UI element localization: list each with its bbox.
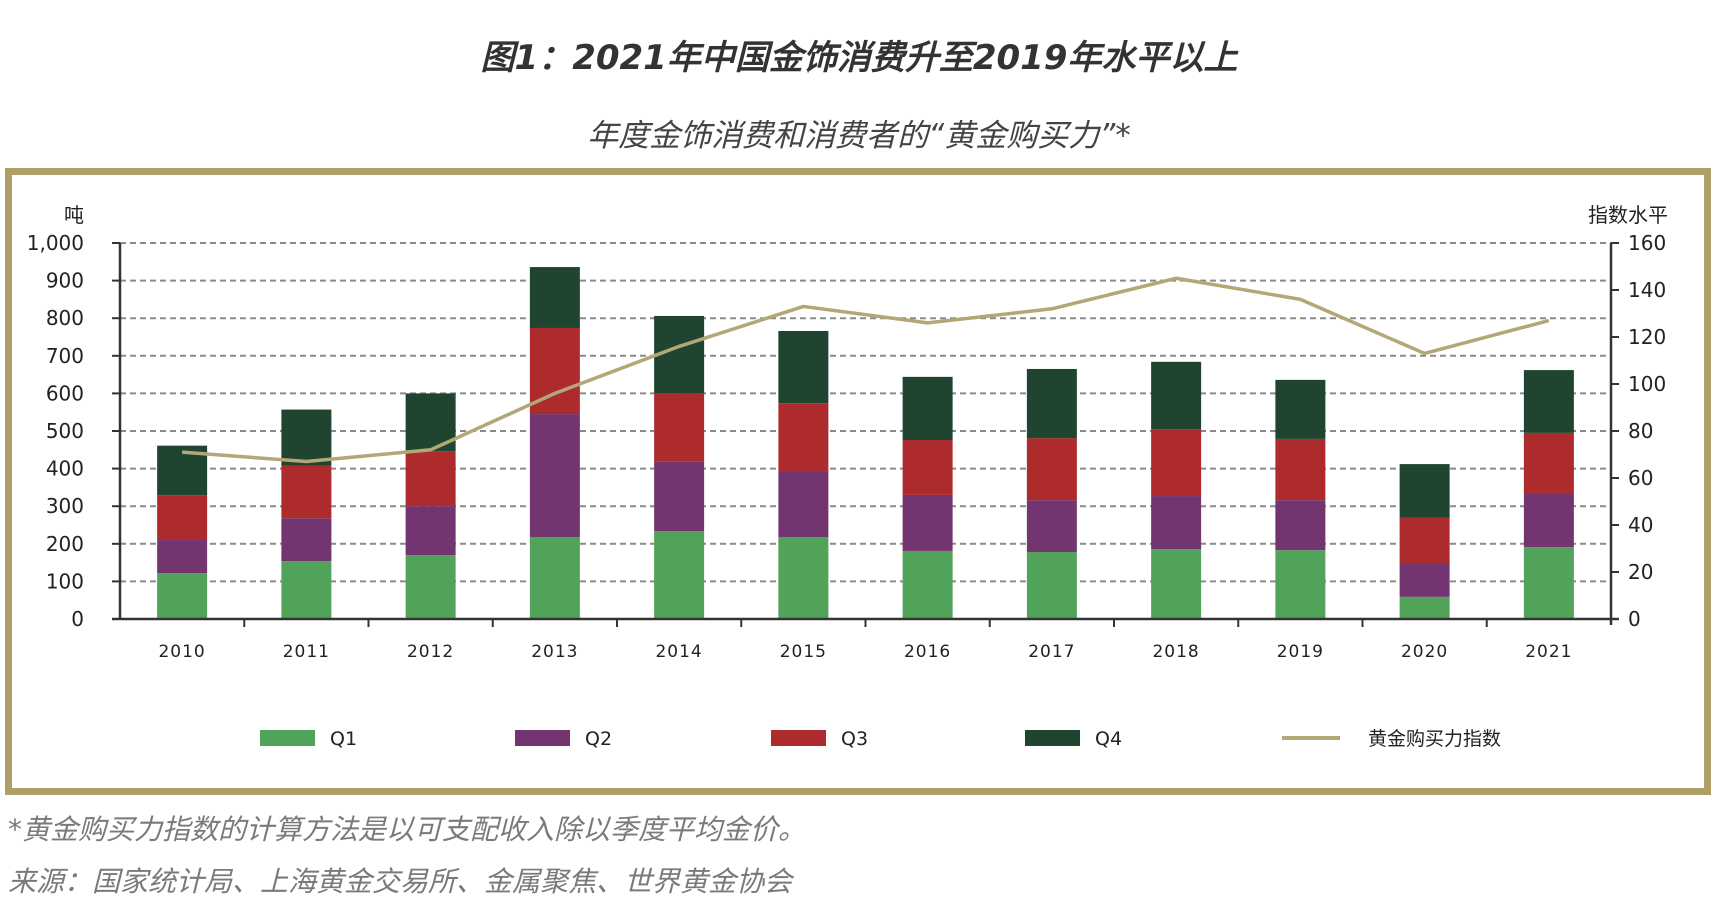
y2-tick-label: 40 [1628,513,1653,537]
bar-q2-2014 [654,461,705,532]
y2-axis-label: 指数水平 [1588,203,1668,227]
x-tick-label: 2021 [1525,642,1572,662]
bar-q3-2012 [405,451,456,507]
bar-q4-2018 [1151,361,1202,430]
bar-q1-2018 [1151,549,1202,619]
legend-label: Q4 [1095,728,1122,750]
footnote: *黄金购买力指数的计算方法是以可支配收入除以季度平均金价。 [8,813,807,846]
bar-q3-2020 [1399,517,1450,563]
y-tick-label: 100 [46,569,84,593]
y-tick-label: 400 [46,457,84,481]
bar-q2-2021 [1523,493,1574,548]
bar-q2-2017 [1026,500,1077,553]
bar-q1-2013 [529,537,580,619]
bar-q3-2019 [1275,438,1326,501]
bar-q3-2021 [1523,432,1574,494]
legend-swatch-q2 [515,730,570,746]
chart-subtitle: 年度金饰消费和消费者的“黄金购买力”* [587,118,1131,154]
bar-q1-2017 [1026,552,1077,619]
bar-q2-2013 [529,414,580,538]
x-tick-label: 2011 [283,642,330,662]
bar-q4-2017 [1026,368,1077,439]
bars [157,267,1574,619]
y-tick-label: 700 [46,344,84,368]
y-tick-label: 600 [46,381,84,405]
bar-q1-2021 [1523,547,1574,619]
x-tick-label: 2017 [1028,642,1075,662]
x-tick-label: 2013 [531,642,578,662]
bar-q2-2016 [902,494,953,551]
bar-q2-2011 [281,518,332,562]
legend-label: Q1 [330,728,357,750]
y-tick-label: 800 [46,306,84,330]
x-tick-label: 2010 [158,642,205,662]
y2-tick-label: 140 [1628,278,1666,302]
y2-tick-label: 0 [1628,607,1641,631]
x-tick-label: 2012 [407,642,454,662]
y2-tick-label: 160 [1628,231,1666,255]
x-tick-label: 2020 [1401,642,1448,662]
x-tick-label: 2019 [1277,642,1324,662]
bar-q2-2015 [778,471,829,538]
legend: Q1 Q2 Q3 Q4 黄金购买力指数 [260,728,1501,750]
bar-q4-2016 [902,376,953,441]
y-tick-label: 300 [46,494,84,518]
y2-tick-label: 100 [1628,372,1666,396]
y-axis-label: 吨 [64,203,84,227]
bar-q4-2015 [778,330,829,404]
bar-q3-2016 [902,440,953,495]
y-tick-label: 500 [46,419,84,443]
bar-q3-2018 [1151,429,1202,497]
y2-tick-label: 20 [1628,560,1653,584]
y-tick-label: 1,000 [27,231,84,255]
bar-q1-2015 [778,537,829,619]
x-tick-label: 2016 [904,642,951,662]
gridlines [120,242,1611,583]
bar-q1-2019 [1275,550,1326,619]
bar-q1-2012 [405,555,456,619]
x-tick-label: 2014 [655,642,702,662]
bar-q1-2011 [281,561,332,619]
index-line [181,276,1550,464]
y2-tick-label: 80 [1628,419,1653,443]
bar-q2-2012 [405,506,456,556]
bar-q2-2019 [1275,500,1326,551]
bar-q3-2015 [778,403,829,472]
index-line-group [181,276,1550,464]
legend-label: Q3 [841,728,868,750]
bar-q1-2016 [902,550,953,619]
bar-q4-2020 [1399,464,1450,518]
bar-q3-2017 [1026,438,1077,501]
bar-q4-2013 [529,267,580,328]
bar-q2-2010 [157,540,208,574]
bar-q2-2020 [1399,562,1450,597]
legend-label: 黄金购买力指数 [1368,728,1501,750]
y-tick-label: 200 [46,532,84,556]
legend-label: Q2 [585,728,612,750]
bar-q1-2020 [1399,596,1450,619]
chart-frame [5,168,1711,795]
bar-q4-2011 [281,409,332,466]
bar-q3-2011 [281,465,332,519]
x-tick-label: 2018 [1152,642,1199,662]
bar-q1-2010 [157,573,208,619]
legend-swatch-q3 [771,730,826,746]
axes: 0 100 200 300 400 500 600 700 800 900 1,000 0 20 40 60… [27,231,1666,662]
bar-q4-2021 [1523,370,1574,433]
legend-swatch-q1 [260,730,315,746]
bar-q2-2018 [1151,496,1202,550]
bar-q4-2019 [1275,379,1326,439]
bar-q3-2014 [654,393,705,462]
chart-title: 图1：2021年中国金饰消费升至2019年水平以上 [480,38,1238,78]
y-tick-label: 0 [71,607,84,631]
y2-tick-label: 120 [1628,325,1666,349]
y-tick-label: 900 [46,269,84,293]
y2-tick-label: 60 [1628,466,1653,490]
source-note: 来源：国家统计局、上海黄金交易所、金属聚焦、世界黄金协会 [8,865,793,898]
x-tick-label: 2015 [780,642,827,662]
bar-q1-2014 [654,531,705,619]
bar-q3-2010 [157,495,208,541]
legend-swatch-q4 [1025,730,1080,746]
